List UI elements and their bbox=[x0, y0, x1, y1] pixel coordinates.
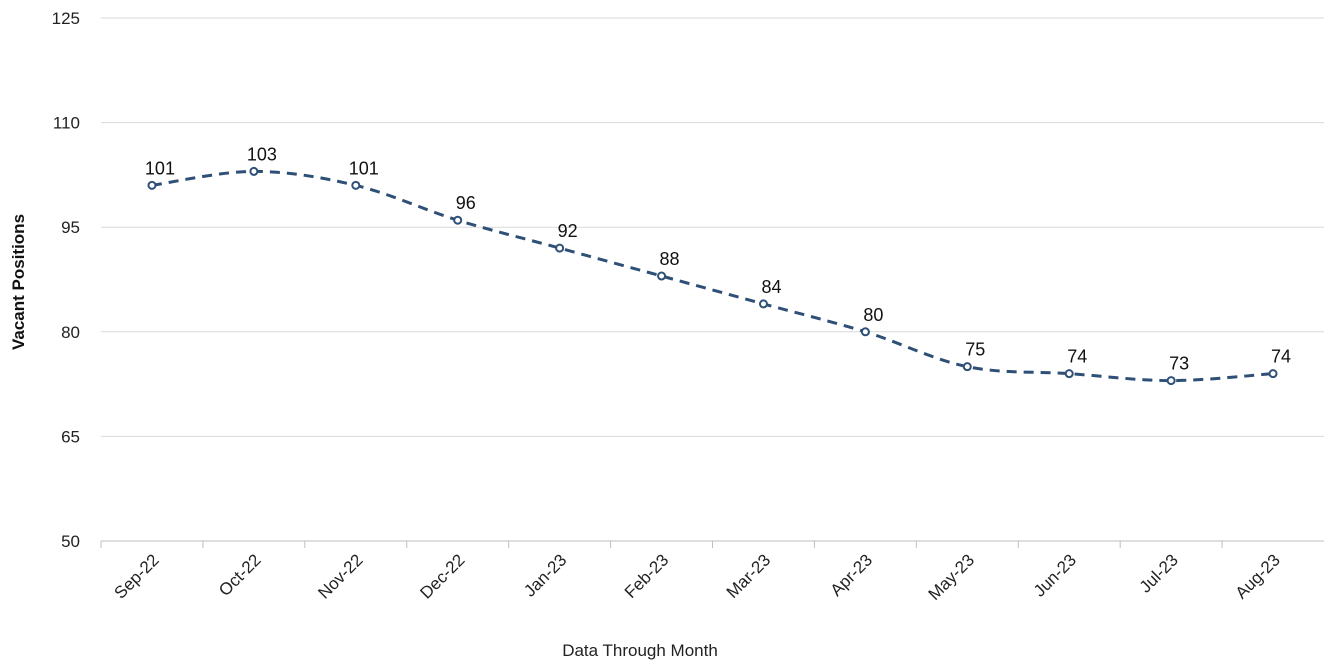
series-line bbox=[151, 169, 1274, 383]
x-axis bbox=[100, 540, 1324, 548]
gridlines bbox=[101, 17, 1324, 437]
data-point bbox=[351, 180, 361, 190]
data-label: 96 bbox=[456, 193, 476, 213]
data-label: 103 bbox=[247, 144, 277, 164]
x-tick-label: Apr-23 bbox=[827, 550, 877, 600]
data-label: 92 bbox=[558, 221, 578, 241]
data-label: 74 bbox=[1067, 347, 1087, 367]
x-tick-label: Oct-22 bbox=[215, 550, 265, 600]
y-axis-ticks: 50 65 80 95 110 125 bbox=[52, 9, 80, 551]
data-point bbox=[758, 299, 768, 309]
data-label: 84 bbox=[761, 277, 781, 297]
x-tick-label: May-23 bbox=[925, 550, 979, 604]
data-label: 101 bbox=[145, 158, 175, 178]
data-point bbox=[1166, 376, 1176, 386]
data-point bbox=[962, 362, 972, 372]
x-tick-label: Jun-23 bbox=[1030, 550, 1080, 600]
x-tick-label: Feb-23 bbox=[621, 550, 673, 602]
data-labels: 101 103 101 96 92 88 84 80 75 74 73 74 bbox=[145, 144, 1291, 373]
x-tick-label: Aug-23 bbox=[1232, 550, 1284, 602]
data-point bbox=[860, 327, 870, 337]
data-label: 75 bbox=[965, 340, 985, 360]
x-tick-label: Jan-23 bbox=[520, 550, 570, 600]
data-point bbox=[249, 166, 259, 176]
y-tick-label: 95 bbox=[61, 218, 80, 237]
series bbox=[147, 166, 1278, 386]
data-label: 73 bbox=[1169, 354, 1189, 374]
y-tick-label: 125 bbox=[52, 9, 80, 28]
x-tick-label: Mar-23 bbox=[723, 550, 775, 602]
y-tick-label: 110 bbox=[53, 114, 80, 133]
data-label: 74 bbox=[1271, 347, 1291, 367]
data-point bbox=[453, 215, 463, 225]
data-label: 88 bbox=[660, 249, 680, 269]
data-point bbox=[147, 180, 157, 190]
x-tick-label: Jul-23 bbox=[1136, 550, 1182, 596]
x-tick-label: Sep-22 bbox=[111, 550, 163, 602]
x-axis-title: Data Through Month bbox=[562, 641, 718, 660]
x-tick-label: Dec-22 bbox=[416, 550, 468, 602]
data-point bbox=[1268, 369, 1278, 379]
data-label: 101 bbox=[349, 158, 379, 178]
x-axis-ticks: Sep-22 Oct-22 Nov-22 Dec-22 Jan-23 Feb-23 Mar-… bbox=[111, 550, 1284, 604]
data-point bbox=[657, 271, 667, 281]
data-point bbox=[1064, 369, 1074, 379]
y-tick-label: 50 bbox=[61, 532, 80, 551]
x-tick-label: Nov-22 bbox=[314, 550, 366, 602]
y-tick-label: 80 bbox=[61, 323, 80, 342]
y-tick-label: 65 bbox=[61, 427, 80, 446]
y-axis-title: Vacant Positions bbox=[9, 214, 28, 350]
data-point bbox=[555, 243, 565, 253]
data-label: 80 bbox=[863, 305, 883, 325]
